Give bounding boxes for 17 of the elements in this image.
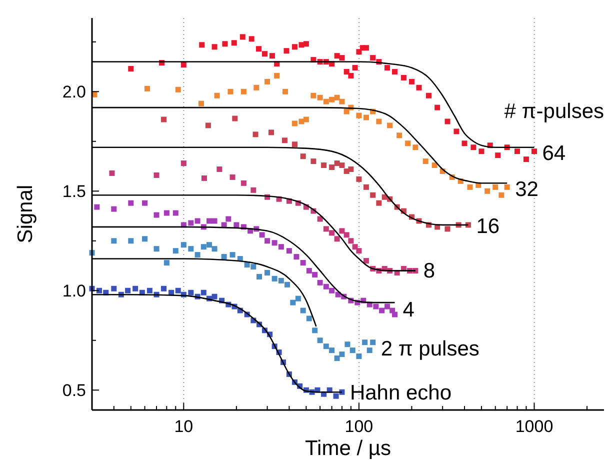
x-tick-label: 100 <box>344 417 374 436</box>
series-label: 32 <box>515 178 538 202</box>
series-label: 8 <box>423 260 436 283</box>
series-label: 4 <box>402 298 415 322</box>
series-label: 2 π pulses <box>380 337 480 360</box>
y-axis-title: Signal <box>14 184 37 244</box>
y-tick-label: 1.5 <box>62 182 86 202</box>
y-tick-label: 0.5 <box>62 381 86 400</box>
y-tick-label: 1.0 <box>62 282 86 301</box>
y-tick-label: 2.0 <box>62 82 86 102</box>
x-tick-label: 10 <box>174 417 194 436</box>
series-label: 16 <box>476 215 500 238</box>
legend-title: # π-pulses <box>504 100 604 123</box>
x-tick-label: 1000 <box>515 417 554 436</box>
x-axis-title: Time / µs <box>305 437 391 460</box>
series-label: 64 <box>542 142 566 165</box>
series-label: Hahn echo <box>350 381 452 404</box>
